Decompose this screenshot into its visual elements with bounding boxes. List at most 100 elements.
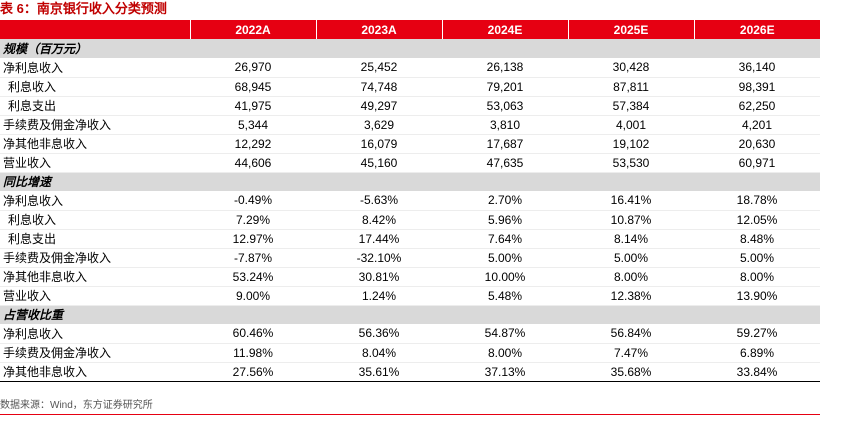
value-cell-2022a: 12.97% <box>190 229 316 249</box>
section-title: 规模（百万元） <box>0 39 820 58</box>
header-cell-2023a: 2023A <box>315 20 442 39</box>
section-header-row: 规模（百万元） <box>0 39 820 58</box>
value-cell-2025e: 8.14% <box>568 229 694 249</box>
value-cell-2024e: 47,635 <box>442 153 568 173</box>
value-cell-2023a: 35.61% <box>316 362 442 382</box>
row-label: 手续费及佣金净收入 <box>0 248 190 268</box>
value-cell-2024e: 5.48% <box>442 286 568 306</box>
value-cell-2022a: 44,606 <box>190 153 316 173</box>
value-cell-2025e: 87,811 <box>568 77 694 97</box>
table-row: 净利息收入 60.46% 56.36% 54.87% 56.84% 59.27% <box>0 324 820 344</box>
header-cell-2022a: 2022A <box>189 20 316 39</box>
value-cell-2022a: 53.24% <box>190 267 316 287</box>
section-title: 同比增速 <box>0 172 820 191</box>
value-cell-2026e: 12.05% <box>694 210 820 230</box>
value-cell-2025e: 35.68% <box>568 362 694 382</box>
value-cell-2023a: 25,452 <box>316 58 442 78</box>
value-cell-2024e: 5.96% <box>442 210 568 230</box>
value-cell-2022a: 68,945 <box>190 77 316 97</box>
value-cell-2025e: 7.47% <box>568 343 694 363</box>
table-row: 净利息收入 26,970 25,452 26,138 30,428 36,140 <box>0 58 820 78</box>
value-cell-2025e: 8.00% <box>568 267 694 287</box>
header-cell-2024e: 2024E <box>441 20 568 39</box>
value-cell-2026e: 18.78% <box>694 191 820 211</box>
value-cell-2023a: 56.36% <box>316 324 442 344</box>
value-cell-2024e: 7.64% <box>442 229 568 249</box>
table-row: 净其他非息收入 12,292 16,079 17,687 19,102 20,630 <box>0 134 820 154</box>
value-cell-2024e: 2.70% <box>442 191 568 211</box>
table-body: 规模（百万元） 净利息收入 26,970 25,452 26,138 30,428 36,1… <box>0 39 820 382</box>
value-cell-2026e: 4,201 <box>694 115 820 135</box>
value-cell-2023a: 74,748 <box>316 77 442 97</box>
table-row: 营业收入 9.00% 1.24% 5.48% 12.38% 13.90% <box>0 286 820 306</box>
value-cell-2026e: 20,630 <box>694 134 820 154</box>
row-label: 营业收入 <box>0 153 190 173</box>
value-cell-2024e: 53,063 <box>442 96 568 116</box>
row-label: 利息收入 <box>0 77 190 97</box>
table-row: 营业收入 44,606 45,160 47,635 53,530 60,971 <box>0 153 820 173</box>
value-cell-2022a: 7.29% <box>190 210 316 230</box>
row-label: 利息收入 <box>0 210 190 230</box>
value-cell-2025e: 30,428 <box>568 58 694 78</box>
row-label: 净利息收入 <box>0 58 190 78</box>
value-cell-2026e: 62,250 <box>694 96 820 116</box>
value-cell-2023a: 3,629 <box>316 115 442 135</box>
value-cell-2023a: 1.24% <box>316 286 442 306</box>
value-cell-2026e: 6.89% <box>694 343 820 363</box>
table-header-row: 2022A 2023A 2024E 2025E 2026E <box>0 20 820 39</box>
value-cell-2022a: 11.98% <box>190 343 316 363</box>
table-title: 表 6：南京银行收入分类预测 <box>0 1 167 16</box>
value-cell-2022a: 60.46% <box>190 324 316 344</box>
row-label: 营业收入 <box>0 286 190 306</box>
value-cell-2025e: 19,102 <box>568 134 694 154</box>
value-cell-2023a: 30.81% <box>316 267 442 287</box>
revenue-forecast-table: 2022A 2023A 2024E 2025E 2026E 规模（百万元） 净利息… <box>0 20 820 382</box>
value-cell-2026e: 5.00% <box>694 248 820 268</box>
value-cell-2023a: 8.04% <box>316 343 442 363</box>
section-title: 占营收比重 <box>0 305 820 324</box>
value-cell-2026e: 13.90% <box>694 286 820 306</box>
value-cell-2026e: 33.84% <box>694 362 820 382</box>
value-cell-2026e: 8.00% <box>694 267 820 287</box>
value-cell-2025e: 16.41% <box>568 191 694 211</box>
value-cell-2022a: 41,975 <box>190 96 316 116</box>
table-row: 利息支出 12.97% 17.44% 7.64% 8.14% 8.48% <box>0 229 820 249</box>
table-row: 手续费及佣金净收入 -7.87% -32.10% 5.00% 5.00% 5.00% <box>0 248 820 268</box>
value-cell-2024e: 79,201 <box>442 77 568 97</box>
row-label: 净其他非息收入 <box>0 267 190 287</box>
value-cell-2023a: 45,160 <box>316 153 442 173</box>
value-cell-2023a: 16,079 <box>316 134 442 154</box>
header-cell-2026e: 2026E <box>693 20 820 39</box>
row-label: 手续费及佣金净收入 <box>0 343 190 363</box>
row-label: 净其他非息收入 <box>0 362 190 382</box>
value-cell-2025e: 5.00% <box>568 248 694 268</box>
value-cell-2026e: 60,971 <box>694 153 820 173</box>
value-cell-2022a: 27.56% <box>190 362 316 382</box>
value-cell-2023a: -5.63% <box>316 191 442 211</box>
value-cell-2022a: 12,292 <box>190 134 316 154</box>
row-label: 利息支出 <box>0 96 190 116</box>
value-cell-2024e: 54.87% <box>442 324 568 344</box>
section-header-row: 占营收比重 <box>0 305 820 324</box>
value-cell-2024e: 37.13% <box>442 362 568 382</box>
table-row: 利息收入 7.29% 8.42% 5.96% 10.87% 12.05% <box>0 210 820 230</box>
table-row: 净其他非息收入 53.24% 30.81% 10.00% 8.00% 8.00% <box>0 267 820 287</box>
value-cell-2025e: 57,384 <box>568 96 694 116</box>
value-cell-2024e: 5.00% <box>442 248 568 268</box>
value-cell-2025e: 12.38% <box>568 286 694 306</box>
value-cell-2023a: 49,297 <box>316 96 442 116</box>
bottom-divider <box>0 414 820 415</box>
value-cell-2022a: -7.87% <box>190 248 316 268</box>
table-row: 利息支出 41,975 49,297 53,063 57,384 62,250 <box>0 96 820 116</box>
value-cell-2025e: 10.87% <box>568 210 694 230</box>
value-cell-2024e: 3,810 <box>442 115 568 135</box>
source-note: 数据来源：Wind，东方证券研究所 <box>0 400 153 411</box>
table-row: 利息收入 68,945 74,748 79,201 87,811 98,391 <box>0 77 820 97</box>
value-cell-2025e: 56.84% <box>568 324 694 344</box>
value-cell-2023a: -32.10% <box>316 248 442 268</box>
header-cell-2025e: 2025E <box>567 20 694 39</box>
row-label: 利息支出 <box>0 229 190 249</box>
value-cell-2024e: 8.00% <box>442 343 568 363</box>
value-cell-2022a: 9.00% <box>190 286 316 306</box>
